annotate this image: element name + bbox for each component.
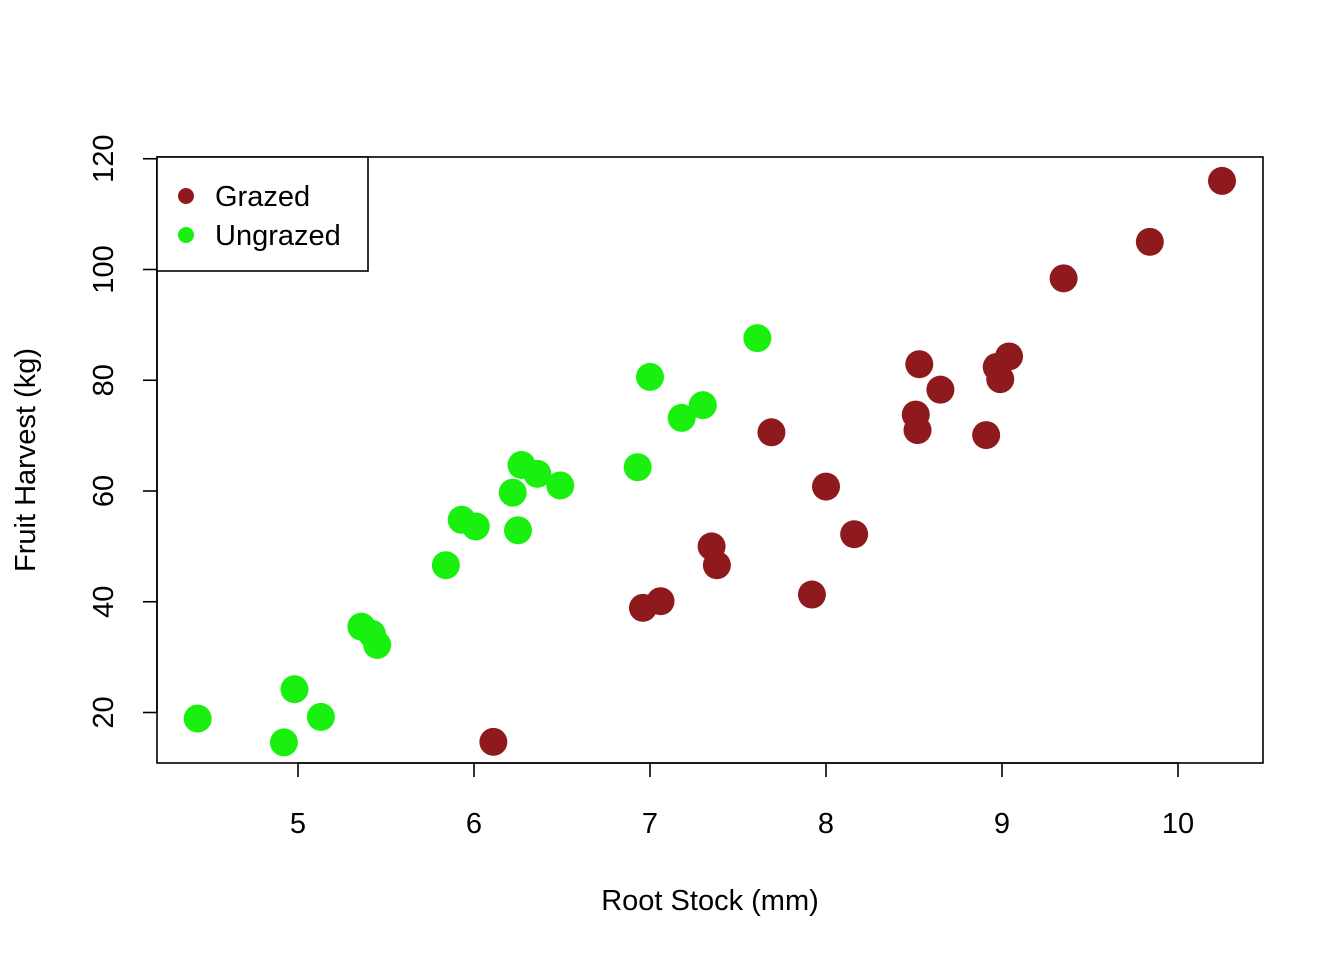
x-tick-label: 8 bbox=[818, 808, 834, 840]
y-tick-label: 120 bbox=[88, 135, 120, 183]
data-point bbox=[461, 512, 490, 541]
x-axis-label: Root Stock (mm) bbox=[601, 885, 819, 917]
legend: Grazed Ungrazed bbox=[156, 156, 369, 272]
y-tick-label: 60 bbox=[88, 475, 120, 507]
data-point bbox=[995, 342, 1024, 371]
x-axis: 5 6 7 8 9 10 bbox=[290, 762, 1194, 840]
data-point bbox=[797, 580, 826, 609]
data-point bbox=[1049, 264, 1078, 293]
x-tick-label: 5 bbox=[290, 808, 306, 840]
data-point bbox=[840, 520, 869, 549]
x-tick-label: 9 bbox=[994, 808, 1010, 840]
data-point bbox=[757, 418, 786, 447]
data-point bbox=[688, 391, 717, 420]
data-point bbox=[498, 478, 527, 507]
x-tick-label: 10 bbox=[1162, 808, 1194, 840]
data-point bbox=[702, 551, 731, 580]
series-ungrazed bbox=[183, 324, 772, 757]
x-tick-label: 6 bbox=[466, 808, 482, 840]
data-point bbox=[743, 324, 772, 353]
data-point bbox=[523, 459, 552, 488]
data-point bbox=[926, 375, 955, 404]
data-point bbox=[903, 416, 932, 445]
data-point bbox=[972, 421, 1001, 450]
x-tick-label: 7 bbox=[642, 808, 658, 840]
data-point bbox=[280, 675, 309, 704]
y-axis: 20 40 60 80 100 120 bbox=[88, 135, 158, 729]
data-point bbox=[183, 704, 212, 733]
y-tick-label: 40 bbox=[88, 586, 120, 618]
data-point bbox=[646, 587, 675, 616]
y-tick-label: 80 bbox=[88, 364, 120, 396]
points-layer bbox=[183, 166, 1236, 757]
y-axis-label: Fruit Harvest (kg) bbox=[10, 348, 42, 572]
data-point bbox=[905, 350, 934, 379]
data-point bbox=[306, 702, 335, 731]
data-point bbox=[431, 551, 460, 580]
legend-label: Grazed bbox=[215, 181, 310, 213]
data-point bbox=[986, 365, 1015, 394]
y-tick-label: 100 bbox=[88, 245, 120, 293]
legend-marker bbox=[178, 227, 194, 243]
series-grazed bbox=[479, 166, 1236, 756]
data-point bbox=[623, 453, 652, 482]
data-point bbox=[1208, 166, 1236, 195]
data-point bbox=[667, 403, 696, 432]
legend-marker bbox=[178, 188, 194, 204]
legend-box bbox=[156, 156, 369, 272]
data-point bbox=[269, 728, 298, 757]
data-point bbox=[504, 516, 532, 545]
y-tick-label: 20 bbox=[88, 696, 120, 728]
legend-label: Ungrazed bbox=[215, 220, 341, 252]
data-point bbox=[546, 471, 575, 500]
data-point bbox=[363, 630, 392, 659]
data-point bbox=[812, 472, 840, 501]
data-point bbox=[479, 727, 508, 756]
data-point bbox=[636, 362, 664, 391]
data-point bbox=[1135, 227, 1164, 256]
